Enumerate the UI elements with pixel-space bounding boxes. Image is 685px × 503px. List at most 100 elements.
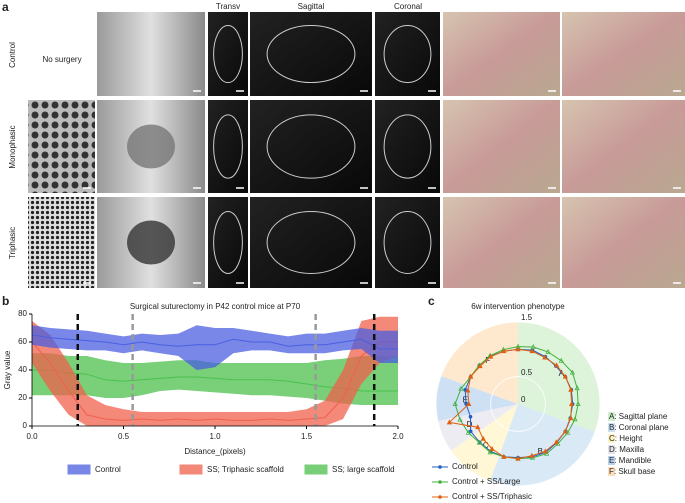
point [568, 386, 574, 392]
image [562, 100, 685, 193]
r-tick-label: 0 [521, 395, 526, 404]
point [488, 353, 494, 359]
image-detail [266, 211, 356, 274]
point [574, 385, 580, 391]
row-note: No surgery [42, 55, 81, 64]
point [529, 452, 535, 458]
point [562, 373, 568, 379]
point [457, 416, 463, 422]
row-label: Monophasic [8, 125, 17, 168]
grid-circle [490, 376, 546, 432]
y-tick-label: 80 [18, 309, 27, 318]
point [529, 348, 535, 354]
panel-b: b Surgical suturectomy in P42 control mi… [2, 294, 404, 475]
y-tick-label: 60 [18, 337, 27, 346]
point [468, 414, 473, 419]
r-tick-label: 1.5 [521, 313, 533, 322]
sector-letter: D [467, 420, 473, 429]
sector-letter: F [485, 356, 490, 365]
sector-letter: C [483, 441, 489, 450]
image [250, 100, 372, 193]
legend-swatch [608, 467, 615, 476]
legend-label: E: Mandible [609, 456, 652, 465]
y-tick-label: 0 [23, 421, 28, 430]
point [568, 401, 575, 406]
point [575, 401, 581, 406]
image [250, 197, 372, 288]
point [572, 416, 578, 422]
y-tick-label: 40 [18, 365, 27, 374]
legend-swatch [608, 412, 615, 421]
image [208, 100, 248, 193]
sector-letter: B [538, 447, 543, 456]
legend-swatch [608, 445, 615, 454]
x-tick-label: 0.5 [118, 432, 130, 441]
legend-swatch [608, 423, 615, 432]
y-axis-label: Gray value [3, 350, 12, 389]
point [554, 362, 560, 368]
point [558, 357, 564, 363]
legend-swatch [179, 464, 203, 475]
legend-swatch [304, 464, 328, 475]
chart-title: 6w intervention phenotype [471, 302, 565, 311]
column-header: Transv [216, 2, 240, 11]
image-detail [213, 24, 243, 84]
legend-marker [438, 480, 442, 484]
panel-label: b [2, 294, 9, 308]
point [515, 346, 521, 352]
image-detail [383, 114, 432, 179]
r-tick-label: 0.5 [521, 368, 533, 377]
image [443, 100, 560, 193]
image [250, 12, 372, 96]
x-tick-label: 1.5 [301, 432, 313, 441]
point [465, 387, 471, 393]
legend-label: A: Sagittal plane [609, 412, 668, 421]
image [28, 100, 95, 193]
point [545, 348, 551, 354]
band-area [32, 325, 398, 370]
point [446, 419, 452, 425]
legend-label: D: Maxilla [609, 445, 645, 454]
sector [450, 404, 518, 482]
point [489, 446, 495, 451]
point [487, 449, 493, 455]
x-tick-label: 1.0 [209, 432, 221, 441]
legend-label: SS; large scaffold [332, 465, 395, 474]
legend-label: Control [452, 462, 478, 471]
legend-label: SS; Triphasic scaffold [207, 465, 284, 474]
point [477, 363, 483, 369]
image-grid [28, 12, 685, 288]
x-axis-label: Distance_(pixels) [184, 447, 246, 456]
point [463, 388, 467, 392]
point [542, 448, 548, 454]
point [569, 369, 576, 375]
column-header: Sagittal [298, 2, 325, 11]
image [443, 197, 560, 288]
image-detail [266, 24, 356, 84]
point [476, 439, 482, 445]
sector [489, 404, 596, 486]
image [208, 12, 248, 96]
legend-label: B: Coronal plane [609, 423, 669, 432]
point [530, 344, 536, 349]
legend-marker [438, 465, 442, 469]
point [542, 354, 548, 360]
legend-swatch [67, 464, 91, 475]
sector-letter: E [463, 395, 468, 404]
image [375, 100, 440, 193]
band-area [32, 316, 398, 426]
image-detail [213, 211, 243, 274]
legend-swatch [608, 456, 615, 465]
image-detail [213, 114, 243, 179]
image-detail [383, 211, 432, 274]
image [562, 12, 685, 96]
panel-label: a [2, 0, 9, 14]
image-detail [127, 124, 175, 169]
legend-marker [438, 495, 442, 499]
point [562, 428, 568, 434]
column-header: Coronal [394, 2, 422, 11]
mean-line [31, 334, 398, 350]
point [501, 348, 507, 354]
